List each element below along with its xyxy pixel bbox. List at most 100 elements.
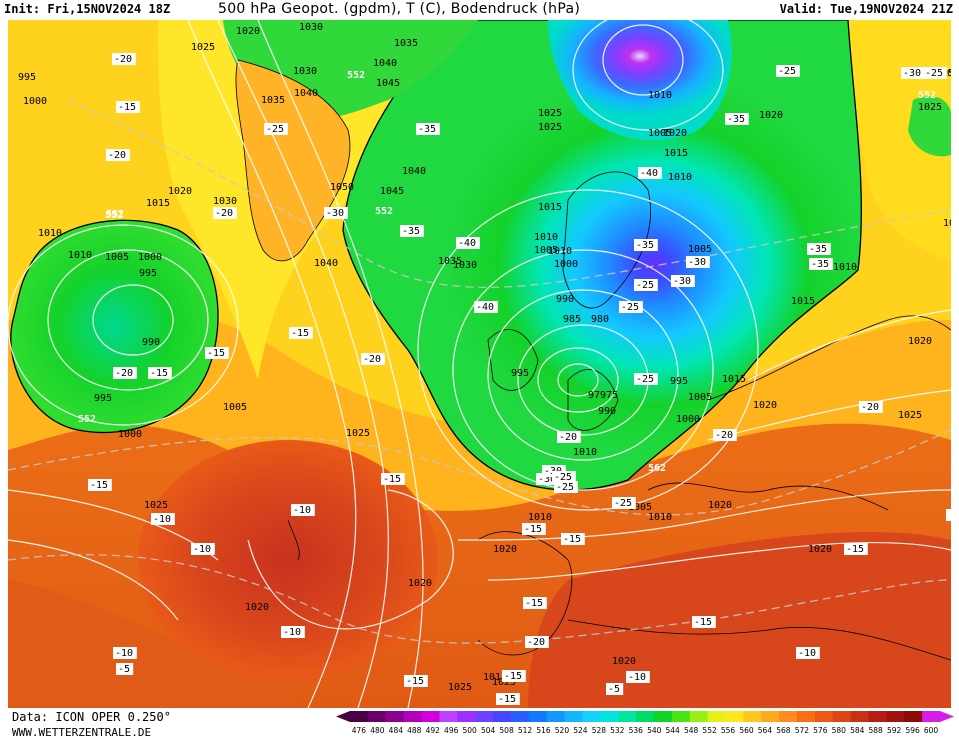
colorbar-tick-label: 528 — [592, 726, 607, 735]
geopotential-label: 552 — [106, 209, 124, 220]
temperature-label-text: -15 — [504, 671, 522, 682]
pressure-label: 1030 — [213, 196, 237, 207]
temperature-label-box — [713, 429, 737, 441]
pressure-label-text: 1000 — [118, 429, 142, 440]
pressure-label: 1020 — [612, 656, 636, 667]
pressure-label-text: 1010 — [68, 250, 92, 261]
geopotential-label-text: 552 — [347, 70, 365, 81]
temperature-label-text: -25 — [636, 280, 654, 291]
pressure-label: 1000 — [118, 429, 142, 440]
temperature-label-box — [112, 53, 136, 65]
temperature-label: -25 — [612, 497, 636, 509]
pressure-label-text: 1010 — [528, 512, 552, 523]
temperature-label-text: -30 — [538, 474, 556, 485]
temperature-label: -15 — [496, 693, 520, 705]
pressure-label: 1035 — [261, 95, 285, 106]
pressure-label-text: 990 — [556, 294, 574, 305]
colorbar-segment — [653, 711, 673, 722]
pressure-label-text: 97975 — [588, 390, 618, 401]
temperature-label-box — [522, 523, 546, 535]
temperature-label: -15 — [116, 101, 140, 113]
colorbar-segment — [761, 711, 780, 722]
temperature-label-box — [113, 367, 137, 379]
pressure-label: 1030 — [299, 22, 323, 33]
colorbar-segment — [904, 711, 923, 722]
temperature-label-box — [634, 373, 658, 385]
pressure-label: 1030 — [453, 260, 477, 271]
temperature-label: -25 — [634, 373, 658, 385]
temperature-label-box — [205, 347, 229, 359]
pressure-label-text: 1020 — [808, 544, 832, 555]
colorbar-segment — [600, 711, 619, 722]
temperature-label-text: -30 — [673, 276, 691, 287]
temperature-label-text: -20 — [114, 54, 132, 65]
colorbar-segment — [779, 711, 798, 722]
colorbar-tick-label: 504 — [481, 726, 496, 735]
colorbar-segment — [796, 711, 816, 722]
pressure-label-text: 1050 — [330, 182, 354, 193]
temperature-label-text: -40 — [476, 302, 494, 313]
pressure-label: 1010 — [668, 172, 692, 183]
colorbar-right-arrow — [940, 711, 954, 722]
pressure-label: 1010 — [648, 512, 672, 523]
temperature-label-box — [291, 504, 315, 516]
temperature-label: -30 — [901, 67, 925, 79]
pressure-label-text: 1025 — [144, 500, 168, 511]
pressure-label: 1020 — [245, 602, 269, 613]
pressure-label: 1000 — [676, 414, 700, 425]
temperature-label-box — [525, 636, 549, 648]
colorbar-segment — [385, 711, 405, 722]
colorbar-tick-label: 572 — [795, 726, 810, 735]
temperature-label-box — [361, 353, 385, 365]
pressure-label-text: 1030 — [213, 196, 237, 207]
temperature-label-text: -10 — [798, 648, 816, 659]
temperature-label-text: -25 — [778, 66, 796, 77]
temperature-label: -35 — [725, 113, 749, 125]
pressure-label: 1025 — [538, 122, 562, 133]
temperature-label-text: -20 — [108, 150, 126, 161]
temperature-label: -35 — [634, 239, 658, 251]
geopotential-label-text: 552 — [918, 90, 936, 101]
pressure-label-text: 1005 — [223, 402, 247, 413]
colorbar-segment — [868, 711, 887, 722]
pressure-label: 1040 — [294, 88, 318, 99]
temperature-label-text: -5 — [608, 684, 620, 695]
pressure-label: 995 — [94, 393, 112, 404]
pressure-label-text: 1020 — [908, 336, 932, 347]
temperature-label-text: -15 — [150, 368, 168, 379]
pressure-label: 985 — [563, 314, 581, 325]
pressure-label: 1025 — [898, 410, 922, 421]
colorbar-tick-label: 580 — [832, 726, 847, 735]
colorbar-tick-label: 512 — [518, 726, 533, 735]
colorbar-segment — [922, 711, 941, 722]
pressure-label-text: 1010 — [668, 172, 692, 183]
pressure-label: 1020 — [753, 400, 777, 411]
temperature-label-box — [776, 65, 800, 77]
pressure-label: 1025 — [144, 500, 168, 511]
pressure-label-text: 1025 — [448, 682, 472, 693]
pressure-label: 1040 — [314, 258, 338, 269]
map-footer: Data: ICON OPER 0.250° WWW.WETTERZENTRAL… — [0, 708, 959, 741]
temperature-label-box — [638, 167, 662, 179]
temperature-label-text: -20 — [115, 368, 133, 379]
pressure-label-text: 1010 — [534, 232, 558, 243]
temperature-label-text: -35 — [727, 114, 745, 125]
temperature-label-box — [281, 626, 305, 638]
pressure-label: 995 — [670, 376, 688, 387]
pressure-label-text: 990 — [142, 337, 160, 348]
pressure-label: 1010 — [528, 512, 552, 523]
temperature-label-box — [523, 597, 547, 609]
pressure-label: 1005 — [628, 502, 652, 513]
temperature-label-text: -15 — [118, 102, 136, 113]
temperature-label-text: -15 — [207, 348, 225, 359]
temperature-label: -1 — [949, 509, 951, 521]
pressure-label-text: 1020 — [245, 602, 269, 613]
temperature-label-text: -25 — [636, 374, 654, 385]
temperature-label: -20 — [859, 401, 883, 413]
temperature-label-text: -15 — [525, 598, 543, 609]
pressure-label: 1010 — [68, 250, 92, 261]
pressure-labels: 1020102510301035104010451030103510409951… — [18, 22, 951, 693]
colorbar-segment — [546, 711, 566, 722]
geopotential-label-text: 552 — [78, 414, 96, 425]
